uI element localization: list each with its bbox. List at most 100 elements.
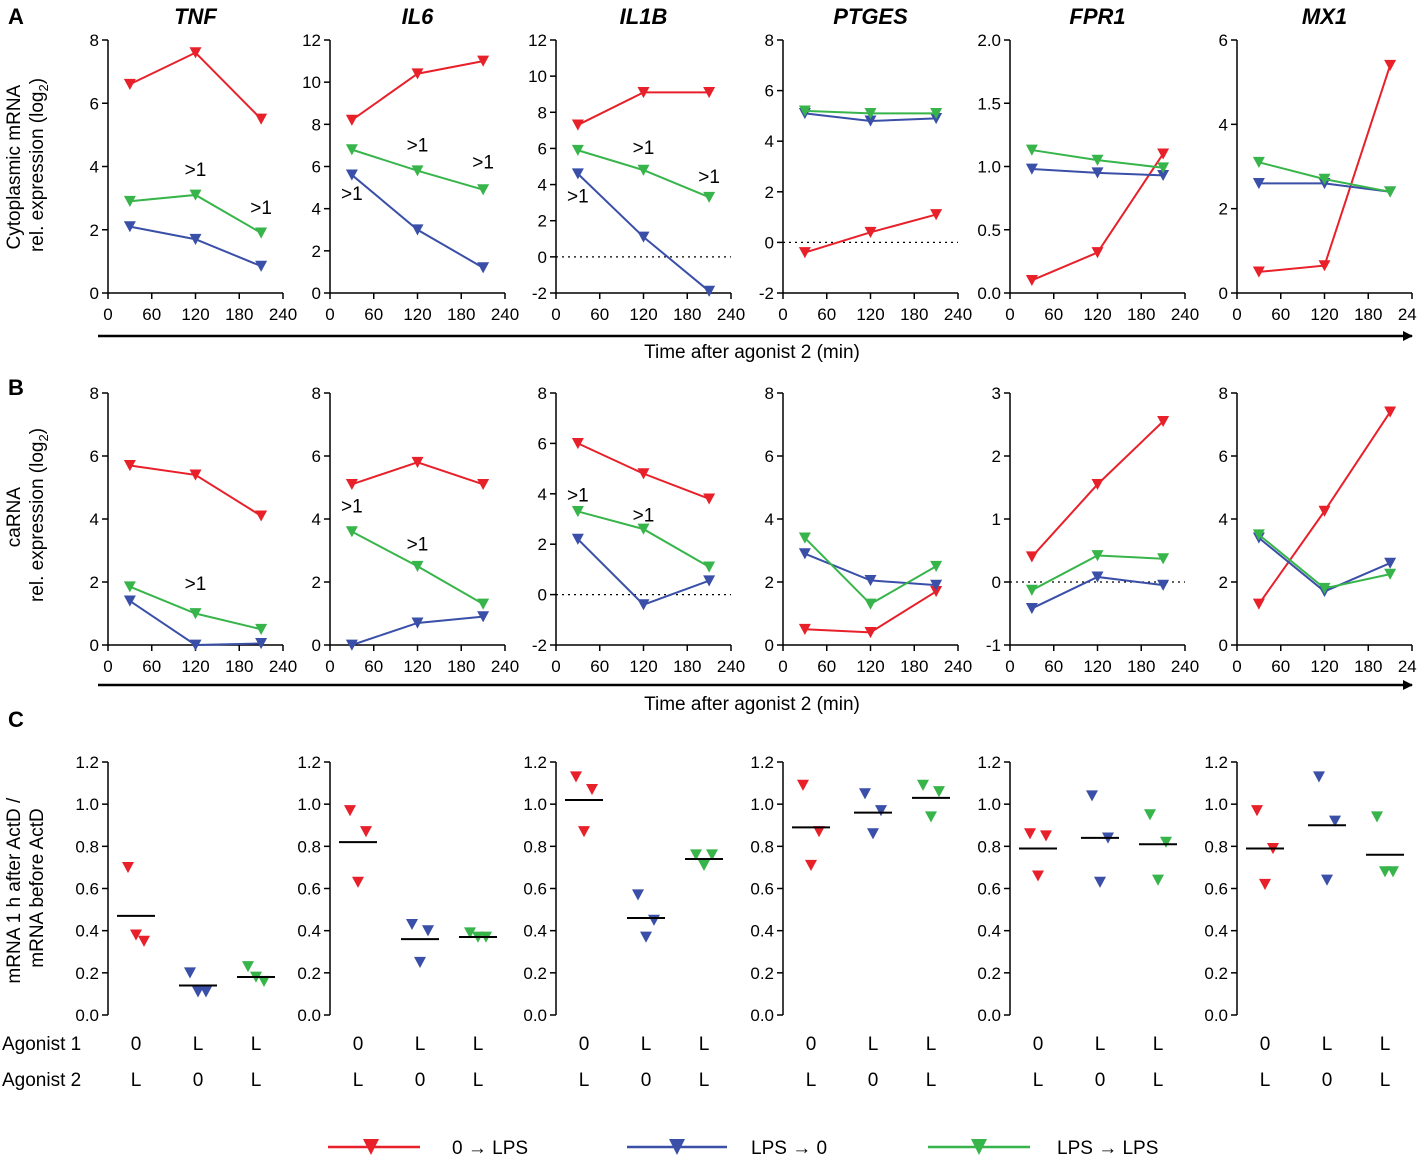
- agonist-1-value: L: [1153, 1034, 1164, 1055]
- y-tick-label: 1.0: [977, 795, 1001, 814]
- data-point-blue: [1025, 163, 1038, 175]
- scatter-point-red: [578, 826, 590, 838]
- x-tick-label: 60: [1271, 657, 1290, 676]
- scatter-point-green: [1144, 809, 1156, 821]
- significance-annotation: >1: [633, 138, 655, 159]
- scatter-point-red: [1259, 878, 1271, 890]
- data-point-green: [637, 164, 650, 176]
- data-point-blue: [123, 595, 136, 607]
- scatter-point-blue: [422, 925, 434, 937]
- data-point-blue: [637, 231, 650, 243]
- data-point-red: [1252, 266, 1265, 278]
- y-tick-label: 6: [90, 447, 99, 466]
- scatter-point-green: [1160, 836, 1172, 848]
- x-tick-label: 0: [778, 657, 787, 676]
- data-point-red: [255, 113, 268, 125]
- y-tick-label: 0.4: [523, 922, 547, 941]
- scatter-point-red: [122, 862, 134, 874]
- data-point-green: [477, 184, 490, 196]
- y-tick-label: 0: [90, 636, 99, 655]
- y-tick-label: 0.0: [1204, 1006, 1228, 1025]
- significance-annotation: >1: [341, 184, 363, 205]
- data-point-red: [571, 438, 584, 450]
- agonist-2-value: L: [806, 1070, 817, 1091]
- data-point-green: [1025, 144, 1038, 156]
- scatter-point-green: [464, 927, 476, 939]
- data-point-blue: [411, 224, 424, 236]
- series-line-green: [1258, 533, 1391, 590]
- agonist-1-value: L: [473, 1034, 484, 1055]
- y-tick-label: 8: [1219, 384, 1228, 403]
- data-point-red: [345, 478, 358, 491]
- panel-b-ylabel-sub: 2: [36, 434, 51, 441]
- scatter-point-blue: [406, 918, 418, 931]
- data-point-red: [1252, 598, 1265, 610]
- data-point-red: [703, 87, 716, 99]
- x-tick-label: 180: [447, 305, 475, 324]
- x-tick-label: 240: [717, 657, 745, 676]
- data-point-green: [703, 191, 716, 203]
- x-tick-label: 0: [103, 657, 112, 676]
- y-tick-label: 4: [90, 510, 99, 529]
- x-tick-label: 240: [944, 657, 972, 676]
- scatter-point-blue: [184, 967, 196, 979]
- data-point-green: [345, 526, 358, 538]
- agonist-2-value: 0: [193, 1070, 204, 1091]
- x-tick-label: 120: [181, 657, 209, 676]
- y-tick-label: 0.0: [977, 1006, 1001, 1025]
- scatter-point-red: [813, 826, 825, 838]
- scatter-point-red: [352, 876, 364, 888]
- data-point-green: [255, 227, 268, 239]
- scatter-point-blue: [875, 805, 887, 817]
- data-point-blue: [1252, 177, 1265, 190]
- panel-b-ylabel-close: ): [27, 428, 48, 434]
- data-point-green: [864, 598, 877, 610]
- y-tick-label: 12: [528, 31, 547, 50]
- y-tick-label: 10: [528, 67, 547, 86]
- scatter-point-green: [690, 849, 702, 861]
- data-point-blue: [411, 617, 424, 629]
- data-point-blue: [345, 169, 358, 181]
- y-tick-label: 3: [992, 384, 1001, 403]
- y-tick-label: -2: [532, 284, 547, 303]
- data-point-red: [703, 493, 716, 505]
- y-tick-label: 0.2: [523, 964, 547, 983]
- y-tick-label: 6: [312, 447, 321, 466]
- y-tick-label: 1.2: [297, 753, 321, 772]
- data-point-red: [1091, 247, 1104, 259]
- x-tick-label: 180: [900, 657, 928, 676]
- x-tick-label: 240: [1171, 305, 1199, 324]
- data-point-green: [637, 523, 650, 535]
- data-point-blue: [477, 611, 490, 623]
- panel-a-ylabel-close: ): [27, 78, 48, 84]
- data-point-green: [189, 608, 202, 620]
- y-tick-label: 4: [1219, 510, 1228, 529]
- y-tick-label: 2: [765, 573, 774, 592]
- agonist-1-value: 0: [131, 1034, 142, 1055]
- data-point-red: [411, 456, 424, 468]
- data-point-blue: [255, 638, 268, 650]
- x-tick-label: 60: [1271, 305, 1290, 324]
- scatter-point-red: [1032, 870, 1044, 882]
- x-tick-label: 0: [1005, 305, 1014, 324]
- y-tick-label: 1.0: [750, 795, 774, 814]
- y-tick-label: 2: [538, 212, 547, 231]
- y-tick-label: -1: [986, 636, 1001, 655]
- data-point-green: [345, 144, 358, 156]
- y-tick-label: 2.0: [977, 31, 1001, 50]
- data-point-blue: [798, 548, 811, 560]
- data-point-red: [930, 209, 943, 221]
- significance-annotation: >1: [407, 535, 429, 556]
- x-tick-label: 60: [364, 657, 383, 676]
- agonist-2-value: L: [926, 1070, 937, 1091]
- y-tick-label: 1.2: [977, 753, 1001, 772]
- scatter-point-blue: [1329, 815, 1341, 827]
- panel-a-ylabel-line1: Cytoplasmic mRNA: [4, 84, 25, 249]
- x-tick-label: 120: [1310, 305, 1338, 324]
- scatter-point-blue: [1321, 874, 1333, 886]
- data-point-red: [637, 87, 650, 99]
